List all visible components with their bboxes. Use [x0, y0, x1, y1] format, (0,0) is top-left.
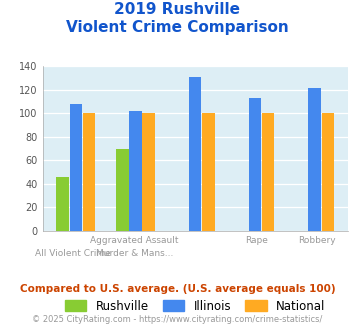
- Bar: [249, 98, 261, 231]
- Text: 2019 Rushville: 2019 Rushville: [115, 2, 240, 16]
- Bar: [308, 88, 321, 231]
- Text: Violent Crime Comparison: Violent Crime Comparison: [66, 20, 289, 35]
- Text: Murder & Mans...: Murder & Mans...: [95, 249, 173, 258]
- Text: Robbery: Robbery: [299, 236, 336, 245]
- Text: Rape: Rape: [245, 236, 268, 245]
- Text: © 2025 CityRating.com - https://www.cityrating.com/crime-statistics/: © 2025 CityRating.com - https://www.city…: [32, 315, 323, 324]
- Bar: [189, 77, 202, 231]
- Bar: [322, 113, 334, 231]
- Bar: [129, 111, 142, 231]
- Bar: [116, 148, 129, 231]
- Bar: [142, 113, 155, 231]
- Text: All Violent Crime: All Violent Crime: [35, 249, 111, 258]
- Bar: [83, 113, 95, 231]
- Bar: [70, 104, 82, 231]
- Bar: [262, 113, 274, 231]
- Bar: [202, 113, 215, 231]
- Text: Compared to U.S. average. (U.S. average equals 100): Compared to U.S. average. (U.S. average …: [20, 284, 335, 294]
- Legend: Rushville, Illinois, National: Rushville, Illinois, National: [65, 300, 326, 313]
- Text: Aggravated Assault: Aggravated Assault: [90, 236, 179, 245]
- Bar: [56, 177, 69, 231]
